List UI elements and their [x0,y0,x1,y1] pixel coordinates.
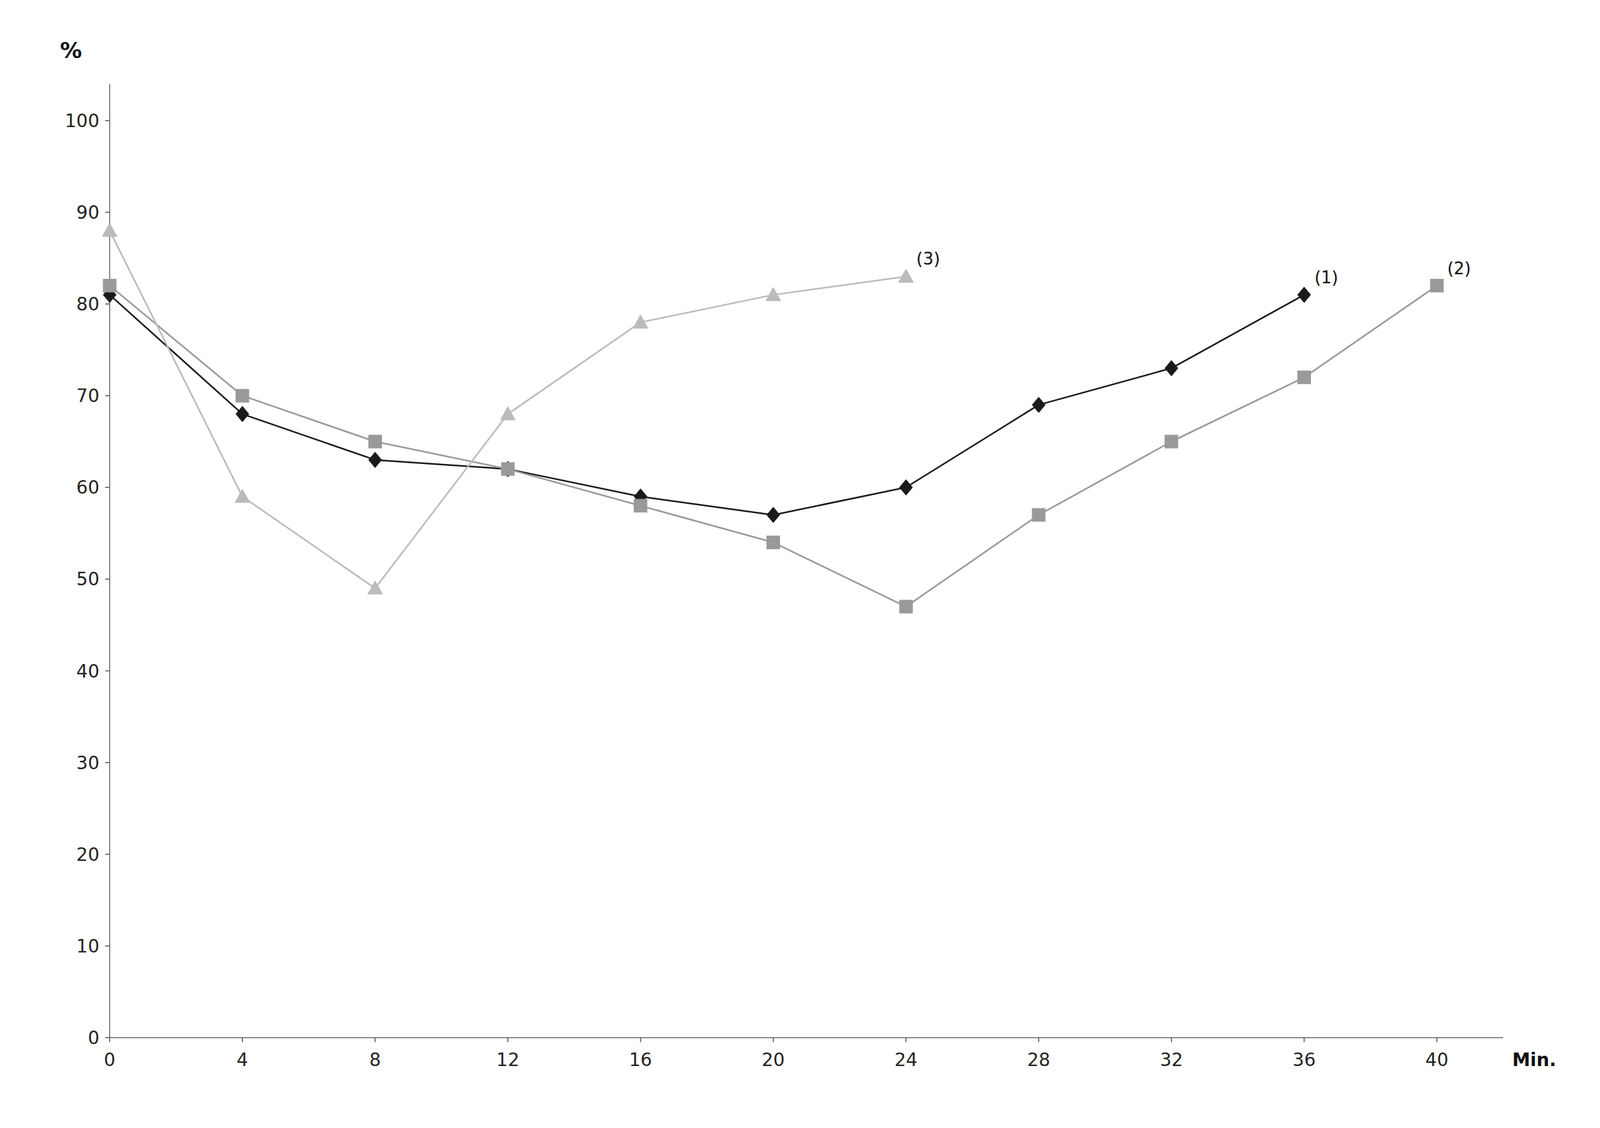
y-tick-label: 70 [76,385,100,407]
y-tick-label: 60 [76,476,100,499]
y-tick-label: 50 [76,568,100,590]
y-tick [105,303,110,305]
point-marker [1165,434,1179,448]
x-tick [1170,1037,1173,1042]
x-tick-label: 32 [1160,1049,1184,1071]
x-tick [241,1037,244,1042]
y-tick [105,211,110,213]
background [0,0,1600,1128]
x-tick [507,1037,509,1042]
series [103,287,1311,523]
y-tick-label: 20 [76,843,100,866]
point-marker [501,462,515,476]
point-marker [1430,279,1444,293]
y-axis-label: % [60,37,82,64]
y-tick-label: 80 [76,293,100,315]
series-line [109,230,906,588]
point-marker [236,389,250,402]
chart-container: 0 4 8 12 16 20 24 28 32 36 40 0 10 20 30 40 50 60 70 80 90 10… [0,0,1600,1128]
x-tick [374,1037,377,1042]
point-marker [102,223,118,237]
point-marker [1297,287,1311,303]
x-tick-label: 4 [236,1049,249,1071]
y-tick [105,945,110,947]
series-line [109,285,1437,607]
point-marker [500,406,516,420]
axes: 0 4 8 12 16 20 24 28 32 36 40 0 10 20 30 40 50 60 70 80 90 10… [65,83,1504,1071]
x-tick-label: 20 [761,1049,786,1071]
x-tick [772,1037,775,1042]
x-tick-label: 24 [894,1049,918,1071]
point-marker [1032,396,1046,413]
chart-svg: 0 4 8 12 16 20 24 28 32 36 40 0 10 20 30 40 50 60 70 80 90 10… [0,0,1600,1128]
point-marker [634,499,648,513]
point-marker [898,269,914,283]
point-marker [899,479,913,495]
y-tick-label: 30 [76,752,100,774]
y-tick-label: 40 [76,660,100,682]
y-tick [105,578,110,580]
x-tick [640,1037,642,1042]
point-marker [103,279,117,293]
x-tick [1436,1037,1438,1042]
x-tick [109,1037,111,1042]
series-labels: (1) (2) (3) [916,249,1471,287]
series-label: (1) [1314,267,1339,288]
point-marker [367,580,383,595]
point-marker [368,452,382,468]
x-tick-label: 36 [1292,1049,1317,1071]
point-marker [1165,360,1179,377]
x-tick [1303,1037,1306,1042]
y-tick-label: 90 [76,201,100,224]
y-tick [105,1036,110,1039]
point-marker [368,434,382,448]
series-label: (3) [916,249,940,269]
point-marker [632,314,648,329]
plot-area [102,223,1444,613]
x-axis-label: Min. [1512,1049,1557,1071]
x-tick [1038,1037,1040,1042]
y-tick [105,120,110,122]
x-tick-label: 0 [103,1049,116,1071]
series-label: (2) [1447,258,1471,279]
point-marker [899,600,913,613]
point-marker [1297,370,1311,384]
y-tick [105,670,110,672]
series-line [109,294,1304,515]
x-tick-label: 28 [1027,1049,1051,1071]
y-tick [105,394,110,397]
series [103,279,1444,613]
point-marker [234,489,250,503]
point-marker [501,461,515,477]
x-tick-label: 8 [369,1049,382,1071]
point-marker [1032,508,1046,522]
y-tick-label: 10 [76,935,100,957]
x-tick [905,1037,908,1042]
y-tick-label: 100 [65,110,100,132]
point-marker [765,287,781,301]
y-tick [105,853,110,855]
y-tick-label: 0 [87,1027,100,1049]
y-tick [105,761,110,764]
x-tick-label: 12 [496,1049,520,1071]
x-axis-line [109,1036,1504,1039]
y-tick [105,487,110,489]
series [102,223,914,595]
point-marker [236,406,250,422]
point-marker [767,536,780,550]
point-marker [767,507,780,523]
x-tick-label: 16 [629,1049,653,1071]
x-tick-label: 40 [1425,1049,1449,1071]
